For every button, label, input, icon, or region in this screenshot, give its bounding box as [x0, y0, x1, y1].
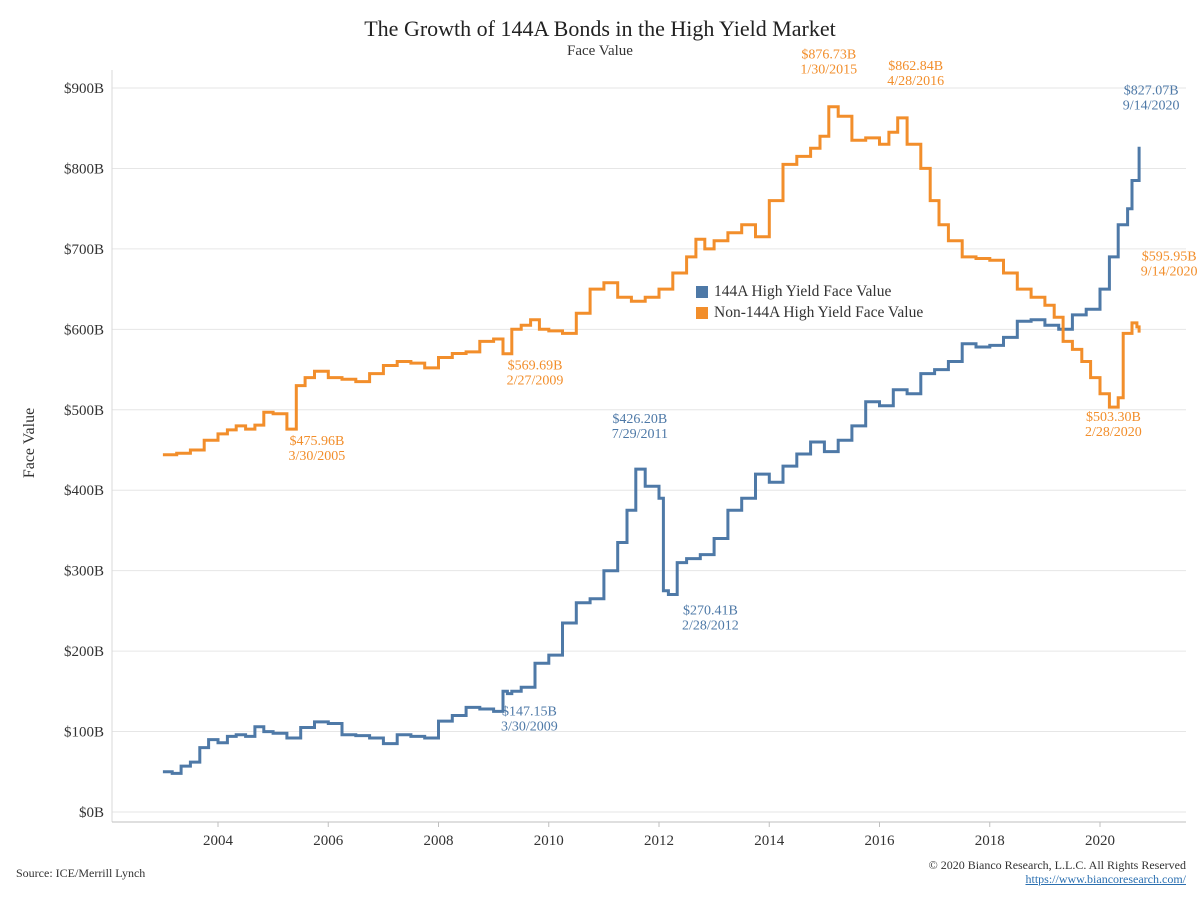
- y-tick-label: $300B: [64, 564, 104, 580]
- y-tick-label: $600B: [64, 322, 104, 338]
- y-tick-label: $800B: [64, 161, 104, 177]
- y-tick-label: $400B: [64, 483, 104, 499]
- annotation-date: 9/14/2020: [1141, 265, 1198, 280]
- legend-label-non-144a: Non-144A High Yield Face Value: [714, 303, 924, 321]
- annotation-value: $595.95B: [1142, 250, 1197, 265]
- y-tick-label: $100B: [64, 725, 104, 741]
- legend-item-144a[interactable]: 144A High Yield Face Value: [696, 281, 923, 302]
- y-tick-label: $0B: [79, 805, 104, 821]
- annotation-date: 2/27/2009: [507, 374, 564, 389]
- grid-lines: [112, 87, 1186, 813]
- series-lines: [162, 105, 1141, 775]
- x-tick-label: 2006: [313, 833, 344, 849]
- annotation-value: $475.96B: [289, 434, 344, 449]
- annotation-value: $426.20B: [612, 412, 667, 427]
- x-tick-label: 2004: [203, 833, 234, 849]
- legend-swatch-non-144a: [696, 306, 708, 319]
- y-tick-label: $200B: [64, 644, 104, 660]
- annotation-value: $827.07B: [1124, 84, 1179, 99]
- series-line-144a: [162, 146, 1141, 775]
- annotation-date: 2/28/2012: [682, 618, 739, 633]
- y-tick-label: $900B: [64, 81, 104, 97]
- annotation-date: 3/30/2009: [501, 720, 558, 735]
- chart-subtitle: Face Value: [567, 43, 633, 59]
- legend-label-144a: 144A High Yield Face Value: [714, 282, 892, 300]
- annotation-value: $503.30B: [1086, 410, 1141, 425]
- annotation-date: 3/30/2005: [289, 449, 346, 464]
- annotation-value: $147.15B: [502, 705, 557, 720]
- legend-swatch-144a: [696, 285, 708, 298]
- annotation-value: $876.73B: [801, 48, 856, 63]
- x-tick-label: 2012: [644, 833, 674, 849]
- annotation-value: $862.84B: [888, 59, 943, 74]
- axes: $0B $100B $200B $300B $400B $500B $600B $700B $8…: [64, 70, 1186, 849]
- annotation-date: 9/14/2020: [1123, 99, 1180, 114]
- y-tick-label: $700B: [64, 242, 104, 258]
- annotation-date: 7/29/2011: [612, 427, 668, 442]
- copyright-text: © 2020 Bianco Research, L.L.C. All Right…: [928, 858, 1186, 872]
- x-tick-label: 2014: [754, 833, 785, 849]
- annotation-date: 1/30/2015: [800, 63, 857, 78]
- x-tick-label: 2018: [975, 833, 1005, 849]
- x-tick-label: 2008: [424, 833, 454, 849]
- series-line-non-144a: [162, 105, 1141, 457]
- annotation-date: 2/28/2020: [1085, 425, 1142, 440]
- annotation-date: 4/28/2016: [887, 74, 944, 89]
- y-tick-label: $500B: [64, 403, 104, 419]
- x-tick-label: 2020: [1085, 833, 1115, 849]
- legend-item-non-144a[interactable]: Non-144A High Yield Face Value: [696, 302, 923, 323]
- legend: 144A High Yield Face Value Non-144A High…: [696, 281, 923, 323]
- source-note: Source: ICE/Merrill Lynch: [16, 866, 146, 880]
- x-tick-label: 2010: [534, 833, 564, 849]
- annotation-value: $569.69B: [508, 359, 563, 374]
- website-link[interactable]: https://www.biancoresearch.com/: [1025, 872, 1186, 886]
- x-tick-label: 2016: [865, 833, 896, 849]
- copyright-block: © 2020 Bianco Research, L.L.C. All Right…: [929, 858, 1186, 886]
- annotation-value: $270.41B: [683, 603, 738, 618]
- chart-title: The Growth of 144A Bonds in the High Yie…: [364, 16, 836, 41]
